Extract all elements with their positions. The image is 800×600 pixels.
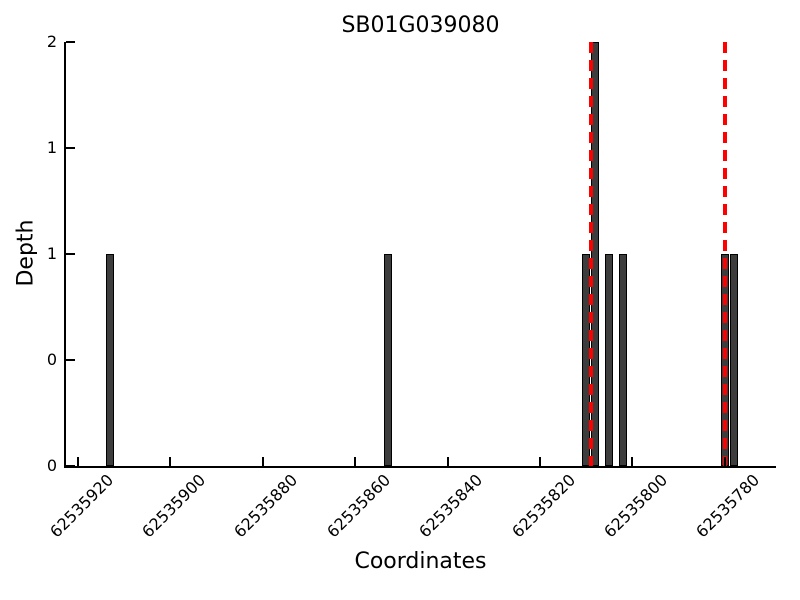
x-tick-label: 62535820 (507, 470, 579, 542)
x-tick (354, 457, 357, 466)
x-tick (77, 457, 79, 466)
x-tick-label: 62535880 (230, 470, 302, 542)
y-tick-label: 0 (46, 456, 57, 475)
y-tick-label: 1 (46, 138, 57, 157)
x-tick (539, 457, 541, 466)
breakpoint-line (722, 42, 727, 466)
depth-bar (619, 254, 628, 466)
y-tick-label: 1 (46, 244, 57, 263)
x-axis-label: Coordinates (354, 549, 487, 574)
x-tick-label: 62535800 (600, 470, 672, 542)
chart-title: SB01G039080 (341, 13, 500, 38)
x-tick-label: 62535860 (322, 470, 394, 542)
breakpoint-line (588, 42, 593, 466)
x-tick (446, 457, 449, 466)
y-tick-label: 2 (46, 32, 57, 51)
y-tick (66, 359, 75, 361)
y-axis-label: Depth (13, 219, 39, 287)
depth-bar (605, 254, 614, 466)
y-tick (66, 253, 75, 255)
x-tick-label: 62535780 (692, 470, 764, 542)
x-tick-label: 62535840 (415, 470, 487, 542)
y-tick-label: 0 (46, 350, 57, 369)
y-axis-line (64, 42, 66, 468)
y-tick (66, 41, 75, 43)
x-tick (169, 457, 172, 466)
x-tick (261, 457, 264, 466)
y-tick (66, 147, 75, 149)
x-tick-label: 62535920 (45, 470, 117, 542)
x-tick (631, 457, 634, 466)
depth-bar (730, 254, 739, 466)
x-tick (723, 457, 726, 466)
depth-bar (106, 254, 115, 466)
x-tick-label: 62535900 (138, 470, 210, 542)
depth-bar (383, 254, 392, 466)
y-tick (66, 465, 75, 467)
x-axis-line (64, 466, 776, 468)
